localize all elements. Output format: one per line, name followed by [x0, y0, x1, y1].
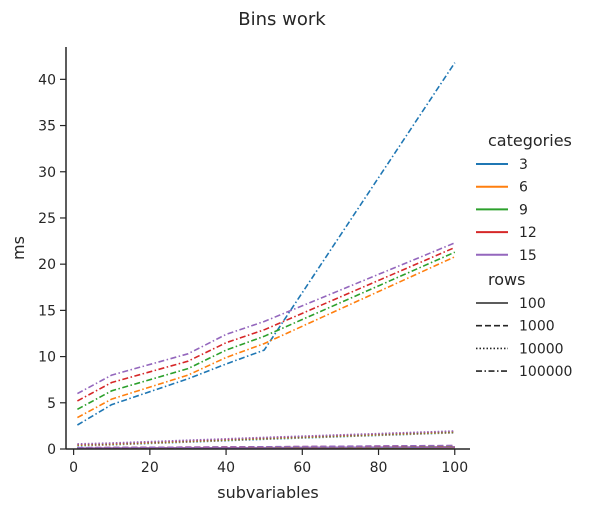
legend: categories 3 6 9 12 15 rows 100 1000 10000 1000… [476, 131, 572, 380]
legend-hue-entries: 3 6 9 12 15 [476, 157, 537, 264]
series-line-cat15-rows100000 [77, 242, 456, 395]
y-axis-label: ms [9, 236, 28, 260]
legend-label-categories-6: 6 [519, 180, 528, 196]
y-tick-label: 25 [38, 211, 56, 227]
legend-label-categories-12: 12 [519, 225, 537, 241]
legend-label-rows-1000: 1000 [519, 319, 555, 335]
y-ticks: 0 5 10 15 20 25 30 35 40 [38, 72, 66, 458]
y-tick-label: 35 [38, 119, 56, 135]
legend-label-rows-10000: 10000 [519, 341, 564, 357]
legend-label-rows-100000: 100000 [519, 364, 572, 380]
y-tick-label: 0 [47, 442, 56, 458]
y-tick-label: 40 [38, 72, 56, 88]
series-line-cat15-rows1000 [77, 444, 455, 449]
legend-title-categories: categories [488, 131, 572, 150]
legend-label-rows-100: 100 [519, 296, 546, 312]
y-tick-label: 20 [38, 257, 56, 273]
series-line-cat9-rows100000 [77, 251, 456, 411]
x-ticks: 0 20 40 60 80 100 [69, 449, 468, 476]
y-tick-label: 15 [38, 303, 56, 319]
y-tick-label: 5 [47, 396, 56, 412]
y-tick-label: 30 [38, 165, 56, 181]
x-tick-label: 80 [370, 460, 388, 476]
series-layer [76, 62, 456, 450]
legend-label-categories-3: 3 [519, 157, 528, 173]
legend-label-categories-9: 9 [519, 202, 528, 218]
x-tick-label: 40 [217, 460, 235, 476]
series-line-cat15-rows10000 [77, 430, 455, 445]
chart-title: Bins work [238, 9, 326, 30]
series-line-cat12-rows100000 [77, 246, 456, 402]
x-tick-label: 100 [441, 460, 468, 476]
series-line-cat6-rows100000 [77, 256, 456, 419]
x-tick-label: 60 [293, 460, 311, 476]
legend-style-entries: 100 1000 10000 100000 [476, 296, 572, 380]
legend-label-categories-15: 15 [519, 248, 537, 264]
legend-title-rows: rows [488, 270, 525, 289]
x-tick-label: 20 [141, 460, 159, 476]
x-axis-label: subvariables [217, 483, 319, 502]
x-tick-label: 0 [69, 460, 78, 476]
y-tick-label: 10 [38, 350, 56, 366]
series-line-cat3-rows100000 [76, 62, 456, 426]
plot-area: 0 20 40 60 80 100 0 5 10 15 20 25 30 35 40 [38, 47, 470, 476]
